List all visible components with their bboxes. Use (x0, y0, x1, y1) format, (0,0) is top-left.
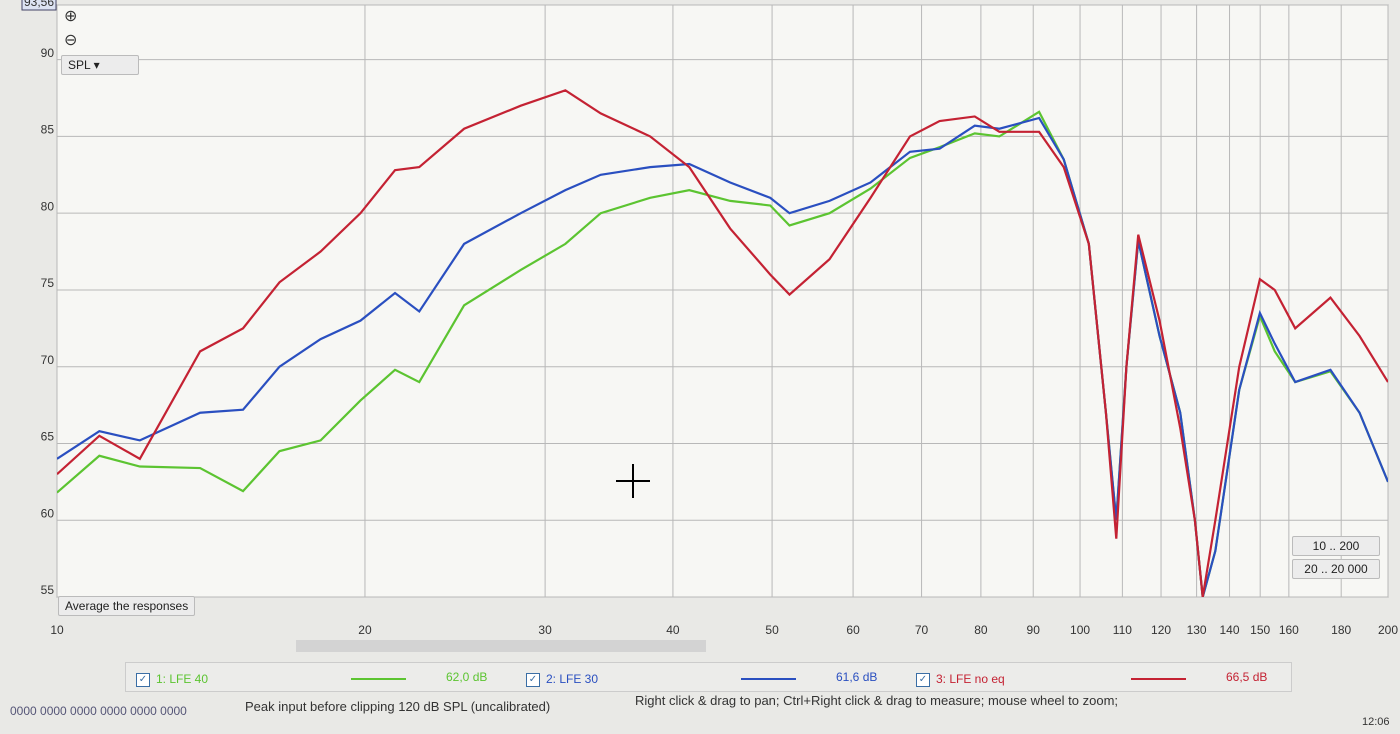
grid (56, 4, 1389, 598)
y-tick-label: 93,56 (24, 0, 54, 9)
x-tick-label: 110 (1113, 623, 1132, 637)
legend-level: 66,5 dB (1226, 670, 1268, 684)
x-tick-label: 20 (358, 623, 372, 637)
zoom-in[interactable]: ⊕ (64, 8, 78, 25)
legend-level: 61,6 dB (836, 670, 878, 684)
y-tick-label: 65 (41, 430, 55, 444)
y-tick-label: 80 (41, 199, 55, 213)
x-tick-label: 80 (974, 623, 988, 637)
scrollbar[interactable] (296, 640, 706, 652)
measure-select[interactable]: SPL ▾ (61, 55, 139, 75)
meters: 0000 0000 0000 0000 0000 0000 (10, 704, 187, 718)
legend-swatch (351, 678, 406, 680)
y-tick-label: 60 (41, 506, 55, 520)
status-hint: Right click & drag to pan; Ctrl+Right cl… (635, 693, 1119, 708)
average-button[interactable]: Average the responses (58, 596, 196, 616)
legend-name: 2: LFE 30 (546, 672, 599, 686)
x-tick-label: 90 (1027, 623, 1041, 637)
x-tick-label: 160 (1279, 623, 1299, 637)
y-max-box (21, 0, 57, 11)
legend: ✓ 1: LFE 40 62,0 dB ✓ 2: LFE 30 61,6 dB ✓ 3: LF… (125, 662, 1292, 692)
x-tick-label: 150 (1250, 623, 1270, 637)
legend-swatch (1131, 678, 1186, 680)
legend-name: 1: LFE 40 (156, 672, 209, 686)
y-tick-label: 85 (41, 123, 55, 137)
chart: 55 60 65 70 75 80 85 90 93,56 10 20 30 40 50 60 70 80 90 1… (21, 0, 1398, 652)
range-button[interactable]: 10 .. 200 (1292, 536, 1380, 556)
x-tick-label: 30 (538, 623, 552, 637)
x-tick-label: 200 (1378, 623, 1398, 637)
legend-swatch (741, 678, 796, 680)
status-peak: Peak input before clipping 120 dB SPL (u… (245, 699, 551, 714)
legend-checkbox[interactable]: ✓ (526, 673, 540, 687)
legend-name: 3: LFE no eq (936, 672, 1005, 686)
legend-checkbox[interactable]: ✓ (136, 673, 150, 687)
y-tick-label: 90 (41, 46, 55, 60)
x-tick-label: 70 (915, 623, 929, 637)
legend-checkbox[interactable]: ✓ (916, 673, 930, 687)
y-tick-label: 75 (41, 276, 55, 290)
x-tick-label: 10 (50, 623, 64, 637)
x-tick-label: 140 (1220, 623, 1240, 637)
y-tick-label: 70 (41, 353, 55, 367)
cursor (616, 464, 650, 498)
x-tick-label: 180 (1331, 623, 1351, 637)
series-line (57, 116, 1388, 597)
zoom-out[interactable]: ⊖ (64, 32, 78, 49)
clock: 12:06 (1362, 716, 1390, 728)
x-tick-label: 50 (765, 623, 779, 637)
x-tick-label: 100 (1070, 623, 1090, 637)
legend-level: 62,0 dB (446, 670, 488, 684)
series-line (57, 89, 1388, 597)
x-tick-label: 130 (1187, 623, 1207, 637)
y-tick-label: 55 (41, 583, 55, 597)
x-tick-label: 40 (666, 623, 680, 637)
curves (57, 89, 1388, 597)
range-button[interactable]: 20 .. 20 000 (1292, 559, 1380, 579)
x-tick-label: 120 (1151, 623, 1171, 637)
select-text: SPL (68, 58, 91, 72)
x-tick-label: 60 (846, 623, 860, 637)
plot-area (56, 4, 1389, 598)
